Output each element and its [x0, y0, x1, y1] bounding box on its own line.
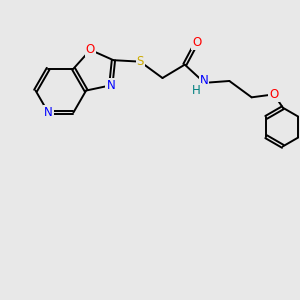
Text: O: O: [269, 88, 279, 101]
Text: O: O: [192, 36, 201, 49]
Text: N: N: [44, 106, 52, 119]
Text: O: O: [86, 44, 95, 56]
Text: H: H: [192, 84, 201, 97]
Text: N: N: [200, 74, 208, 88]
Text: N: N: [106, 79, 115, 92]
Text: S: S: [136, 55, 144, 68]
